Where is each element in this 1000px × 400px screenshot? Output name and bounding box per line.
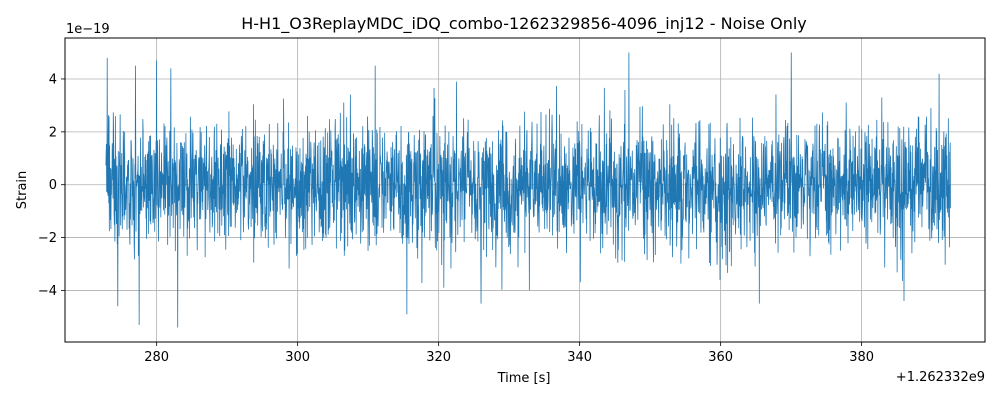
x-axis: 280 300 320 340 360 380 <box>144 342 874 365</box>
y-axis: −4 −2 0 2 4 <box>38 72 65 299</box>
series-strain <box>105 52 951 328</box>
y-scale-offset-label: 1e−19 <box>66 22 110 37</box>
y-axis-title: Strain <box>15 171 30 210</box>
y-tick-label: 0 <box>49 178 57 193</box>
x-tick-label: 340 <box>567 350 592 365</box>
y-tick-label: 4 <box>49 72 57 87</box>
series-line <box>105 52 951 328</box>
chart-title: H-H1_O3ReplayMDC_iDQ_combo-1262329856-40… <box>241 14 807 34</box>
y-tick-label: −4 <box>38 284 57 299</box>
x-tick-label: 280 <box>144 350 169 365</box>
x-tick-label: 360 <box>708 350 733 365</box>
x-axis-title: Time [s] <box>497 371 551 386</box>
plot-frame <box>64 37 986 343</box>
x-tick-label: 320 <box>426 350 451 365</box>
x-tick-label: 380 <box>849 350 874 365</box>
plot-area <box>64 37 986 343</box>
x-tick-label: 300 <box>285 350 310 365</box>
x-offset-label: +1.262332e9 <box>896 370 985 385</box>
y-tick-label: 2 <box>49 125 57 140</box>
y-tick-label: −2 <box>38 231 57 246</box>
